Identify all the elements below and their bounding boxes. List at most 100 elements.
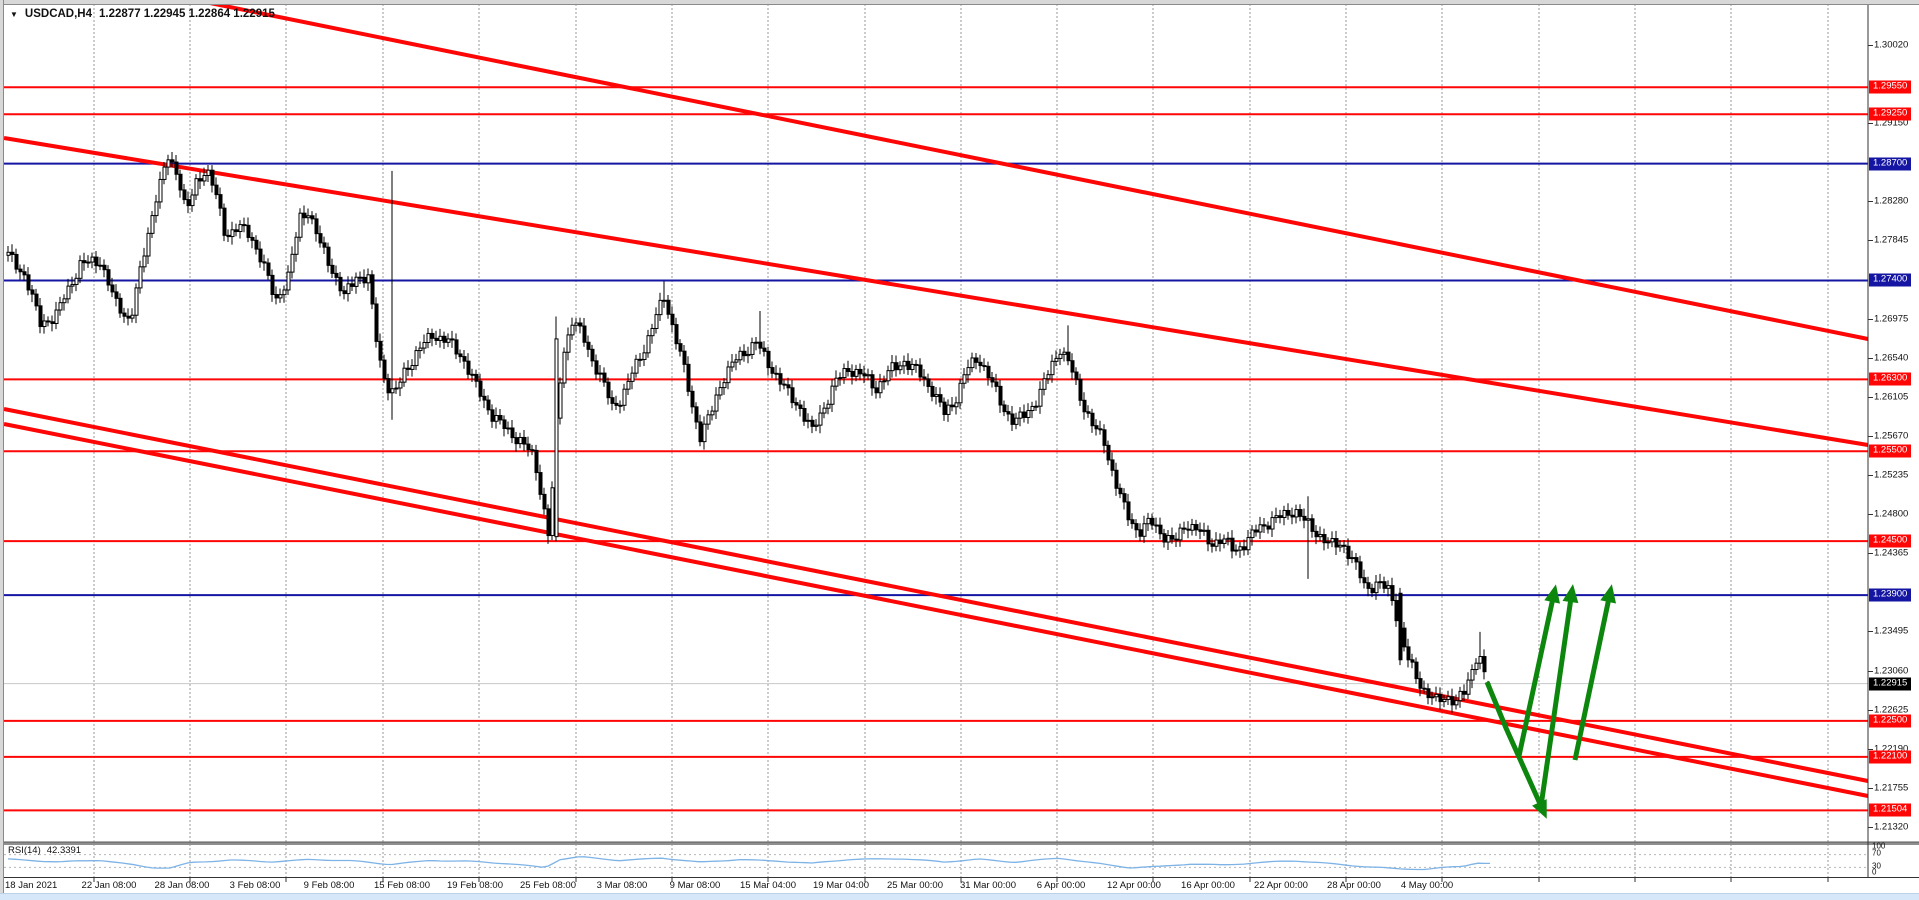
candle-body (130, 314, 135, 319)
candle-body (1410, 659, 1415, 663)
candle-body (538, 472, 543, 495)
candle-body (78, 260, 83, 279)
candle-body (1230, 537, 1235, 552)
candle-body (442, 335, 447, 343)
candle-body (1370, 587, 1375, 594)
candle-body (502, 419, 507, 429)
candle-body (10, 251, 15, 255)
candle-body (282, 289, 287, 296)
candle-body (654, 314, 659, 329)
candle-body (1206, 529, 1211, 545)
candle-body (618, 404, 623, 407)
candle-body (454, 339, 459, 355)
candle-body (70, 283, 75, 287)
up-arrow-icon[interactable] (1600, 584, 1617, 604)
candle-body (562, 351, 567, 384)
price-tick-mark (1868, 357, 1873, 359)
trendline[interactable] (3, 136, 1869, 447)
candle-body (246, 224, 251, 238)
price-tick-mark (1868, 514, 1873, 516)
candle-body (906, 360, 911, 370)
candle-body (1294, 509, 1299, 518)
candle-body (1390, 585, 1395, 602)
trade-arrow-shaft[interactable] (1484, 681, 1544, 808)
candle-body (630, 372, 635, 382)
ohlc-quote-label: 1.22877 1.22945 1.22864 1.22915 (99, 8, 275, 20)
trendline[interactable] (204, 0, 1869, 341)
candle-body (886, 370, 891, 382)
trendline[interactable] (3, 422, 1869, 798)
price-tick-label: 1.21320 (1874, 821, 1909, 833)
candle-body (914, 363, 919, 366)
candle-body (1046, 374, 1051, 380)
candle-body (134, 287, 139, 316)
trendline[interactable] (3, 407, 1869, 783)
candle-body (1414, 661, 1419, 680)
candle-body (1054, 357, 1059, 362)
candle-body (670, 313, 675, 326)
candle-body (262, 261, 267, 264)
candle-body (1438, 693, 1443, 703)
trade-arrow-shaft[interactable] (1538, 597, 1574, 807)
price-tick-mark (1868, 123, 1873, 125)
price-tick-label: 1.26105 (1874, 391, 1909, 403)
candle-body (1062, 351, 1067, 355)
candle-body (1026, 410, 1031, 418)
rsi-scale-label: 30 (1872, 861, 1881, 871)
price-tick-mark (1868, 709, 1873, 711)
candle-body (606, 381, 611, 399)
price-tick-mark (1868, 318, 1873, 320)
candle-body (158, 178, 163, 203)
candle-body (854, 368, 859, 377)
candle-body (666, 299, 671, 315)
candle-body (46, 320, 51, 323)
chevron-down-icon[interactable]: ▼ (10, 9, 18, 19)
time-tick-label: 28 Jan 08:00 (154, 880, 210, 891)
candle-body (1186, 528, 1191, 531)
candle-body (150, 215, 155, 234)
trade-arrow-shaft[interactable] (1572, 597, 1612, 761)
pane-separator[interactable] (0, 842, 1919, 845)
candle-body (858, 368, 863, 375)
candle-body (762, 347, 767, 352)
price-tick-mark (1868, 396, 1873, 398)
candle-body (830, 385, 835, 405)
candle-body (938, 394, 943, 403)
candle-body (378, 340, 383, 361)
candle-body (346, 283, 351, 295)
candle-body (1434, 693, 1439, 698)
candle-body (718, 387, 723, 396)
candle-body (706, 414, 711, 425)
candle-body (398, 381, 403, 389)
candle-body (422, 342, 427, 349)
candle-body (890, 362, 895, 372)
candle-body (202, 174, 207, 182)
candle-body (1426, 688, 1431, 699)
level-price-badge: 1.26300 (1869, 372, 1912, 386)
candle-body (754, 341, 759, 344)
candle-body (514, 437, 519, 445)
candle-body (1234, 549, 1239, 552)
candle-body (1246, 537, 1251, 551)
candle-body (1014, 417, 1019, 425)
candle-body (1338, 544, 1343, 548)
candle-body (1242, 546, 1247, 551)
candle-body (558, 382, 563, 419)
up-arrow-icon[interactable] (1544, 584, 1560, 604)
price-tick-label: 1.24365 (1874, 547, 1909, 559)
candle-body (1482, 656, 1487, 673)
candle-body (954, 402, 959, 408)
candle-body (1310, 518, 1315, 532)
candle-body (730, 361, 735, 368)
candle-body (686, 363, 691, 392)
trade-arrow-shaft[interactable] (1516, 597, 1556, 757)
candle-body (1302, 515, 1307, 521)
candle-body (166, 159, 171, 168)
candle-body (6, 251, 11, 256)
candle-body (738, 350, 743, 361)
level-price-badge: 1.22100 (1869, 750, 1912, 764)
candle-body (1038, 388, 1043, 407)
up-arrow-icon[interactable] (1562, 584, 1579, 604)
